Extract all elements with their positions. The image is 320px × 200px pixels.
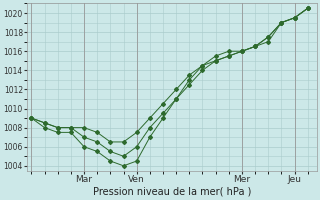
X-axis label: Pression niveau de la mer( hPa ): Pression niveau de la mer( hPa )	[92, 187, 251, 197]
